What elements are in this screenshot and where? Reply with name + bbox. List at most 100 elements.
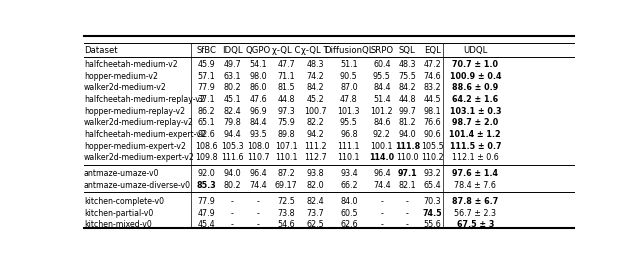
Text: hopper-medium-v2: hopper-medium-v2 <box>84 72 158 81</box>
Text: 54.6: 54.6 <box>278 220 295 229</box>
Text: 92.0: 92.0 <box>198 169 215 178</box>
Text: 109.8: 109.8 <box>195 153 218 162</box>
Text: 98.1: 98.1 <box>423 106 441 116</box>
Text: 48.3: 48.3 <box>307 60 324 69</box>
Text: 47.2: 47.2 <box>423 60 441 69</box>
Text: 74.6: 74.6 <box>423 72 441 81</box>
Text: 48.3: 48.3 <box>399 60 416 69</box>
Text: hopper-medium-replay-v2: hopper-medium-replay-v2 <box>84 106 185 116</box>
Text: 94.2: 94.2 <box>306 130 324 139</box>
Text: 110.0: 110.0 <box>396 153 419 162</box>
Text: 98.7 ± 2.0: 98.7 ± 2.0 <box>452 118 499 127</box>
Text: 62.6: 62.6 <box>340 220 358 229</box>
Text: 74.2: 74.2 <box>306 72 324 81</box>
Text: 76.6: 76.6 <box>423 118 441 127</box>
Text: 99.7: 99.7 <box>399 106 416 116</box>
Text: 86.2: 86.2 <box>198 106 215 116</box>
Text: 80.2: 80.2 <box>223 83 241 92</box>
Text: 56.7 ± 2.3: 56.7 ± 2.3 <box>454 209 496 218</box>
Text: 108.0: 108.0 <box>247 141 269 151</box>
Text: 93.4: 93.4 <box>340 169 358 178</box>
Text: -: - <box>406 220 409 229</box>
Text: 45.2: 45.2 <box>306 95 324 104</box>
Text: 63.1: 63.1 <box>223 72 241 81</box>
Text: 96.8: 96.8 <box>340 130 358 139</box>
Text: 86.0: 86.0 <box>250 83 267 92</box>
Text: antmaze-umaze-diverse-v0: antmaze-umaze-diverse-v0 <box>84 181 191 190</box>
Text: 92.2: 92.2 <box>373 130 391 139</box>
Text: 103.1 ± 0.3: 103.1 ± 0.3 <box>449 106 501 116</box>
Text: χ-QL T: χ-QL T <box>301 46 329 55</box>
Text: 82.4: 82.4 <box>223 106 241 116</box>
Text: 69.17: 69.17 <box>275 181 298 190</box>
Text: 79.8: 79.8 <box>223 118 241 127</box>
Text: 92.6: 92.6 <box>198 130 215 139</box>
Text: 87.8 ± 6.7: 87.8 ± 6.7 <box>452 197 499 206</box>
Text: 111.6: 111.6 <box>221 153 244 162</box>
Text: 98.0: 98.0 <box>250 72 267 81</box>
Text: 96.4: 96.4 <box>373 169 390 178</box>
Text: 94.0: 94.0 <box>223 169 241 178</box>
Text: IDQL: IDQL <box>222 46 243 55</box>
Text: 89.8: 89.8 <box>278 130 295 139</box>
Text: 94.0: 94.0 <box>399 130 416 139</box>
Text: 97.3: 97.3 <box>278 106 295 116</box>
Text: -: - <box>231 197 234 206</box>
Text: kitchen-mixed-v0: kitchen-mixed-v0 <box>84 220 152 229</box>
Text: 110.1: 110.1 <box>275 153 298 162</box>
Text: 90.6: 90.6 <box>423 130 441 139</box>
Text: 100.1: 100.1 <box>371 141 393 151</box>
Text: 100.7: 100.7 <box>304 106 326 116</box>
Text: 49.7: 49.7 <box>223 60 241 69</box>
Text: 100.9 ± 0.4: 100.9 ± 0.4 <box>449 72 501 81</box>
Text: 64.2 ± 1.6: 64.2 ± 1.6 <box>452 95 499 104</box>
Text: 60.5: 60.5 <box>340 209 358 218</box>
Text: 87.0: 87.0 <box>340 83 358 92</box>
Text: 77.9: 77.9 <box>198 197 216 206</box>
Text: 110.1: 110.1 <box>337 153 360 162</box>
Text: 60.4: 60.4 <box>373 60 390 69</box>
Text: 75.5: 75.5 <box>399 72 416 81</box>
Text: Dataset: Dataset <box>84 46 118 55</box>
Text: walker2d-medium-replay-v2: walker2d-medium-replay-v2 <box>84 118 194 127</box>
Text: 82.2: 82.2 <box>306 118 324 127</box>
Text: 101.4 ± 1.2: 101.4 ± 1.2 <box>449 130 501 139</box>
Text: 54.1: 54.1 <box>250 60 267 69</box>
Text: -: - <box>380 220 383 229</box>
Text: 65.1: 65.1 <box>198 118 215 127</box>
Text: hopper-medium-expert-v2: hopper-medium-expert-v2 <box>84 141 186 151</box>
Text: 108.6: 108.6 <box>195 141 218 151</box>
Text: 74.4: 74.4 <box>373 181 390 190</box>
Text: 84.2: 84.2 <box>399 83 416 92</box>
Text: 96.9: 96.9 <box>250 106 267 116</box>
Text: 81.5: 81.5 <box>278 83 295 92</box>
Text: 94.4: 94.4 <box>223 130 241 139</box>
Text: 66.2: 66.2 <box>340 181 358 190</box>
Text: 67.5 ± 3: 67.5 ± 3 <box>456 220 494 229</box>
Text: 37.1: 37.1 <box>198 95 215 104</box>
Text: antmaze-umaze-v0: antmaze-umaze-v0 <box>84 169 159 178</box>
Text: 62.5: 62.5 <box>306 220 324 229</box>
Text: 70.7 ± 1.0: 70.7 ± 1.0 <box>452 60 499 69</box>
Text: 111.2: 111.2 <box>304 141 326 151</box>
Text: 101.2: 101.2 <box>371 106 393 116</box>
Text: 78.4 ± 7.6: 78.4 ± 7.6 <box>454 181 496 190</box>
Text: -: - <box>406 209 409 218</box>
Text: 57.1: 57.1 <box>198 72 215 81</box>
Text: 47.9: 47.9 <box>198 209 215 218</box>
Text: -: - <box>257 209 260 218</box>
Text: 84.0: 84.0 <box>340 197 358 206</box>
Text: 111.8: 111.8 <box>395 141 420 151</box>
Text: 51.4: 51.4 <box>373 95 390 104</box>
Text: 83.2: 83.2 <box>423 83 441 92</box>
Text: 82.0: 82.0 <box>307 181 324 190</box>
Text: -: - <box>380 209 383 218</box>
Text: SRPO: SRPO <box>371 46 394 55</box>
Text: walker2d-medium-expert-v2: walker2d-medium-expert-v2 <box>84 153 195 162</box>
Text: 112.7: 112.7 <box>304 153 326 162</box>
Text: 84.4: 84.4 <box>250 118 267 127</box>
Text: 85.3: 85.3 <box>196 181 216 190</box>
Text: 110.2: 110.2 <box>421 153 444 162</box>
Text: 65.4: 65.4 <box>423 181 441 190</box>
Text: 82.4: 82.4 <box>307 197 324 206</box>
